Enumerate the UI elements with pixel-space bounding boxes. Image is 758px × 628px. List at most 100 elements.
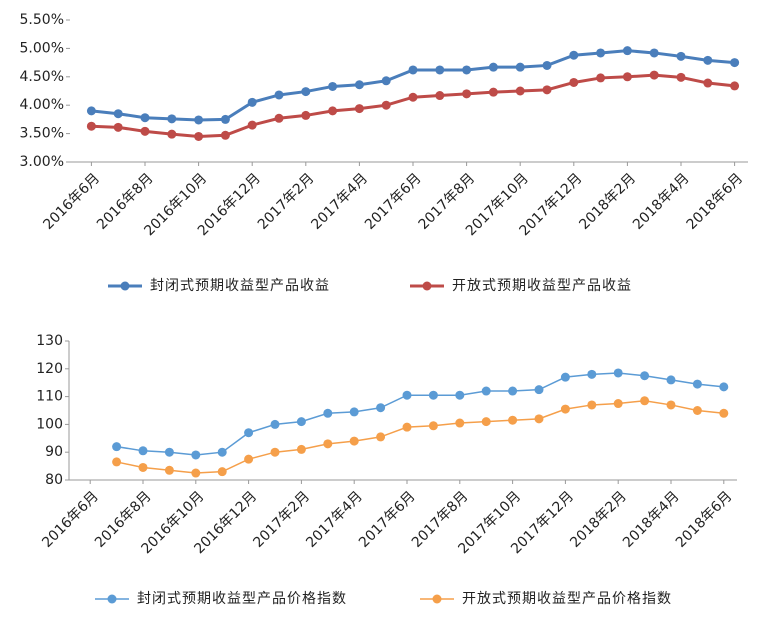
point [274,90,284,100]
y-tick-label: 120 [36,361,63,377]
point [587,400,597,410]
x-tick-label: 2016年6月 [39,488,102,551]
point [622,46,632,56]
point [560,404,570,414]
point [376,432,386,442]
point [296,417,306,427]
point [435,91,445,101]
point [138,462,148,472]
point [542,60,552,70]
point [640,371,650,381]
x-tick-label: 2017年4月 [308,170,371,233]
point [596,73,606,83]
point [328,106,338,116]
point [515,62,525,72]
point [435,65,445,75]
point [640,396,650,406]
point [194,131,204,141]
legend-label: 封闭式预期收益型产品收益 [150,278,330,294]
x-tick-label: 2018年2月 [567,488,630,551]
point [542,85,552,95]
y-tick-label: 80 [45,472,63,488]
x-tick-label: 2016年6月 [40,170,103,233]
x-tick-label: 2018年2月 [576,170,639,233]
y-tick-label: 4.50% [20,69,64,85]
series-line [91,49,735,122]
x-tick-label: 2017年4月 [303,488,366,551]
point [191,468,201,478]
series-line [116,372,724,456]
point [247,120,257,130]
point [86,106,96,116]
point [408,65,418,75]
y-tick-label: 90 [45,444,63,460]
point [164,465,174,475]
point [167,114,177,124]
y-tick-label: 5.00% [20,40,64,56]
point [354,104,364,114]
point [296,444,306,454]
point [354,80,364,90]
point [508,415,518,425]
point [462,89,472,99]
x-tick-label: 2018年6月 [684,170,747,233]
point [703,55,713,65]
point [666,375,676,385]
point [270,419,280,429]
point [569,50,579,60]
point [217,447,227,457]
point [481,386,491,396]
point [323,439,333,449]
x-tick-label: 2017年2月 [250,488,313,551]
point [488,62,498,72]
point [349,407,359,417]
legend-marker [432,594,442,604]
point [508,386,518,396]
y-tick-label: 100 [36,416,63,432]
point [622,72,632,82]
point [488,87,498,97]
series-line [91,73,735,138]
point [402,390,412,400]
point [194,115,204,125]
point [328,81,338,91]
point [270,447,280,457]
y-tick-label: 110 [36,389,63,405]
point [676,72,686,82]
legend-marker [422,281,432,291]
legend-label: 封闭式预期收益型产品价格指数 [137,591,347,607]
point [349,436,359,446]
point [381,76,391,86]
point [587,369,597,379]
point [703,78,713,88]
point [191,450,201,460]
point [112,442,122,452]
point [730,58,740,68]
x-tick-label: 2018年6月 [673,488,736,551]
point [220,130,230,140]
point [217,467,227,477]
point [113,109,123,119]
legend-label: 开放式预期收益型产品收益 [452,278,632,294]
point [692,406,702,415]
legend-marker [107,594,117,604]
point [113,122,123,132]
point [719,408,729,418]
point [244,428,254,438]
point [408,92,418,102]
point [323,408,333,418]
point [455,390,465,400]
point [112,457,122,467]
y-tick-label: 3.50% [20,126,64,142]
point [649,48,659,58]
y-tick-label: 3.00% [20,154,64,170]
x-tick-label: 2018年4月 [630,170,693,233]
point [301,87,311,97]
point [301,110,311,120]
point [86,121,96,131]
point [247,97,257,107]
point [381,100,391,110]
x-tick-label: 2017年2月 [255,170,318,233]
point [140,126,150,136]
